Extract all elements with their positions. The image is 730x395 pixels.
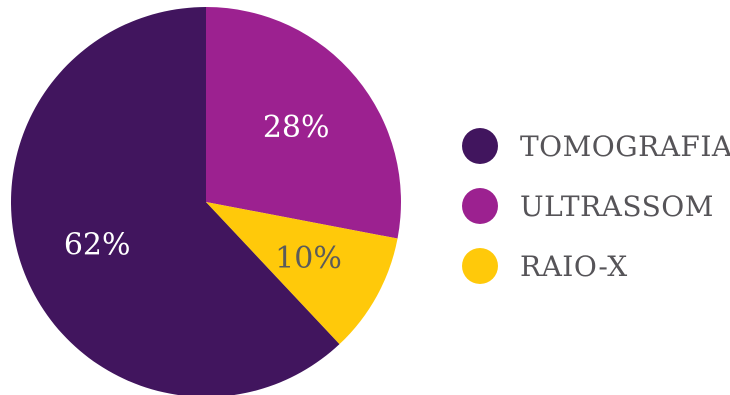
pie-slice-ultrassom [206,7,401,239]
slice-label-tomografia: 62% [64,228,131,263]
legend-item-ultrassom: ULTRASSOM [462,188,730,224]
legend-label-raio-x: RAIO-X [520,249,628,283]
legend-item-tomografia: TOMOGRAFIA [462,128,730,164]
legend-swatch-tomografia [462,128,498,164]
legend-label-ultrassom: ULTRASSOM [520,189,714,223]
pie-slice-tomografia [11,7,340,395]
legend-swatch-raio-x [462,248,498,284]
pie-slice-raio-x [206,202,398,345]
legend-item-raio-x: RAIO-X [462,248,730,284]
slice-label-ultrassom: 28% [263,110,330,145]
legend-swatch-ultrassom [462,188,498,224]
chart-legend: TOMOGRAFIA ULTRASSOM RAIO-X [462,128,730,284]
slice-label-raio-x: 10% [275,241,342,276]
legend-label-tomografia: TOMOGRAFIA [520,129,730,163]
